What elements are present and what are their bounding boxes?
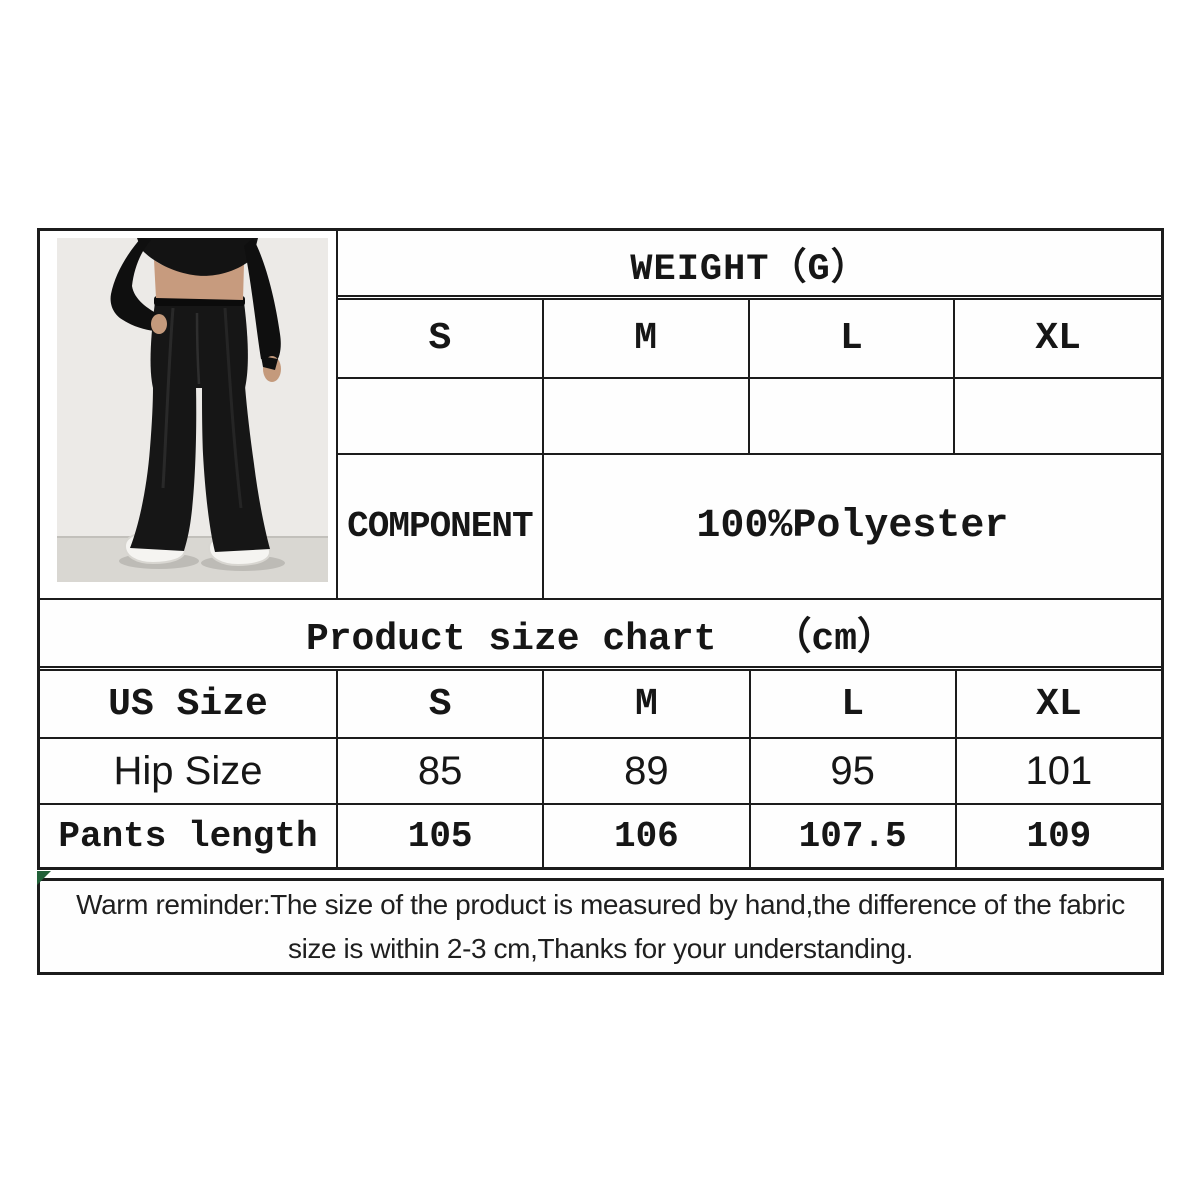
- size-chart-title: Product size chart （cm）: [40, 600, 1161, 671]
- pants-length-m: 106: [544, 805, 751, 867]
- weight-value-l: [750, 379, 956, 453]
- corner-marker-icon: [37, 871, 51, 885]
- weight-table: WEIGHT（G） S M L XL COMPONENT: [338, 231, 1161, 598]
- warm-reminder-text: Warm reminder:The size of the product is…: [76, 883, 1125, 971]
- us-size-row-label: US Size: [40, 671, 338, 737]
- hip-size-row-label: Hip Size: [40, 739, 338, 803]
- warm-reminder-line2: size is within 2-3 cm,Thanks for your un…: [287, 932, 914, 964]
- top-section: WEIGHT（G） S M L XL COMPONENT: [40, 231, 1161, 600]
- pants-length-row-label: Pants length: [40, 805, 338, 867]
- us-size-l: L: [751, 671, 957, 737]
- weight-size-header-xl: XL: [1035, 317, 1081, 360]
- pants-length-l: 107.5: [751, 805, 957, 867]
- main-table: WEIGHT（G） S M L XL COMPONENT: [37, 228, 1164, 870]
- us-size-m: M: [544, 671, 751, 737]
- us-size-s: S: [338, 671, 545, 737]
- product-photo: [57, 238, 328, 582]
- weight-size-header-row: S M L XL: [338, 300, 1161, 379]
- weight-size-header-m: M: [544, 300, 750, 377]
- hip-size-s: 85: [338, 739, 545, 803]
- hip-size-xl: 101: [1025, 748, 1093, 793]
- hip-size-row: Hip Size 85 89 95 101: [40, 739, 1161, 805]
- hip-size-l: 95: [751, 739, 957, 803]
- warm-reminder-box: Warm reminder:The size of the product is…: [37, 871, 1164, 975]
- hip-size-m: 89: [544, 739, 751, 803]
- sheet: WEIGHT（G） S M L XL COMPONENT: [37, 228, 1164, 975]
- weight-value-xl: [955, 379, 1161, 453]
- pants-length-s: 105: [338, 805, 545, 867]
- component-value: 100%Polyester: [696, 504, 1009, 549]
- component-row: COMPONENT 100%Polyester: [338, 455, 1161, 598]
- component-label: COMPONENT: [338, 455, 544, 598]
- pants-length-xl: 109: [1026, 815, 1092, 857]
- weight-value-s: [338, 379, 544, 453]
- us-size-xl: XL: [1036, 682, 1082, 726]
- weight-size-header-s: S: [338, 300, 544, 377]
- product-photo-cell: [40, 231, 338, 598]
- warm-reminder-line1: Warm reminder:The size of the product is…: [76, 888, 1125, 920]
- pants-length-row: Pants length 105 106 107.5 109: [40, 805, 1161, 867]
- weight-table-title: WEIGHT（G）: [338, 231, 1161, 300]
- weight-value-m: [544, 379, 750, 453]
- us-size-row: US Size S M L XL: [40, 671, 1161, 739]
- weight-value-row: [338, 379, 1161, 455]
- weight-size-header-l: L: [750, 300, 956, 377]
